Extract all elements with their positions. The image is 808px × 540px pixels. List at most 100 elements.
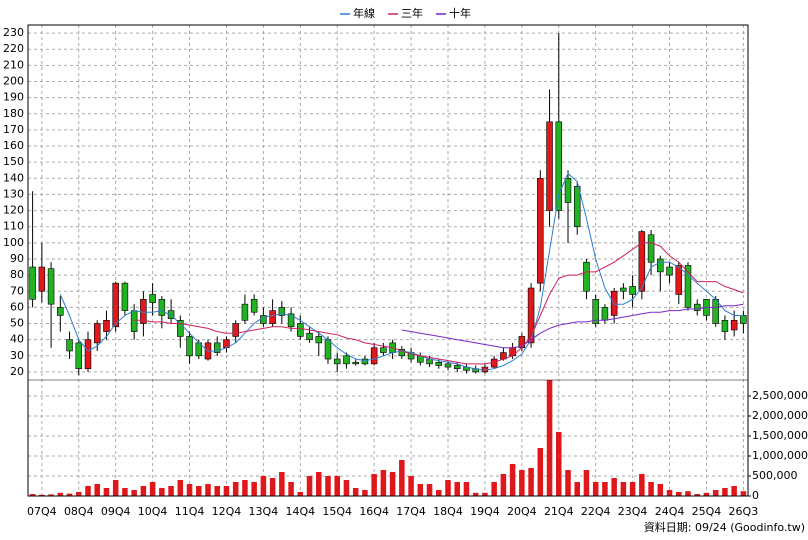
volume-bar (196, 486, 202, 496)
candle-body (84, 339, 92, 370)
volume-bar (269, 478, 276, 496)
candle-body (444, 363, 452, 368)
candle-body (121, 282, 129, 311)
volume-bar (39, 494, 45, 496)
candle-body (177, 319, 184, 337)
volume-bar (103, 488, 110, 496)
volume-bar (463, 482, 470, 496)
y-tick-label: 100 (3, 236, 24, 249)
y-tick-label: 160 (3, 139, 24, 152)
candle-body (675, 265, 683, 295)
y2-tick-label: 2,500,000 (752, 389, 808, 402)
candle-body (398, 349, 406, 357)
y-tick-label: 230 (3, 26, 24, 39)
volume-bar (500, 474, 507, 496)
plot-background (28, 25, 748, 496)
volume-bar (482, 492, 488, 496)
candle-body (29, 266, 36, 300)
y2-tick-label: 2,000,000 (752, 409, 808, 422)
candle-body (352, 361, 359, 365)
candle-body (629, 286, 636, 295)
y-tick-label: 180 (3, 107, 24, 120)
candle-body (693, 303, 701, 311)
volume-bar (76, 492, 82, 496)
volume-bar (316, 472, 322, 496)
volume-bar (712, 490, 719, 496)
candle-body (721, 319, 729, 332)
x-tick-label: 09Q4 (101, 505, 131, 518)
volume-bar (417, 484, 424, 496)
volume-bar (352, 488, 359, 496)
candle-body (112, 282, 119, 328)
candle-body (167, 310, 175, 319)
volume-bar (408, 476, 414, 496)
volume-bar (454, 482, 460, 496)
y2-tick-label: 1,500,000 (752, 429, 808, 442)
volume-bar (426, 484, 433, 496)
volume-bar (260, 476, 267, 496)
volume-bar (556, 432, 562, 496)
x-tick-label: 23Q4 (618, 505, 648, 518)
legend-label: 十年 (449, 6, 471, 20)
candle-body (370, 347, 378, 365)
x-tick-label: 08Q4 (64, 505, 94, 518)
candle-body (130, 310, 138, 332)
volume-bar (639, 474, 645, 496)
volume-bar (168, 486, 174, 496)
y-tick-label: 70 (10, 284, 24, 297)
y-tick-label: 90 (10, 252, 24, 265)
y-tick-label: 120 (3, 204, 24, 217)
candle-body (278, 307, 286, 316)
candle-body (730, 319, 738, 331)
y2-tick-label: 1,000,000 (752, 449, 808, 462)
x-tick-label: 16Q4 (359, 505, 389, 518)
candle-body (555, 121, 563, 211)
volume-bar (140, 486, 147, 496)
volume-bar (703, 492, 710, 496)
volume-bar (519, 470, 525, 496)
volume-bar (565, 470, 571, 496)
candle-body (740, 315, 747, 324)
volume-bar (334, 476, 340, 496)
candle-body (435, 361, 443, 366)
volume-bar (380, 470, 387, 496)
volume-bar (57, 492, 64, 496)
candle-body (75, 342, 83, 370)
volume-bar (629, 482, 636, 496)
y-tick-label: 140 (3, 171, 24, 184)
candle-body (306, 332, 313, 340)
candle-body (333, 358, 341, 365)
candle-body (601, 307, 609, 321)
y-tick-label: 40 (10, 333, 24, 346)
candle-body (620, 287, 627, 292)
candle-body (343, 355, 350, 365)
x-tick-label: 12Q4 (212, 505, 242, 518)
candle-body (158, 299, 166, 316)
volume-bar (177, 480, 184, 496)
candle-body (269, 310, 276, 324)
x-tick-label: 22Q4 (581, 505, 611, 518)
volume-bar (371, 474, 377, 496)
volume-bar (279, 472, 285, 496)
candle-body (546, 121, 553, 211)
volume-bar (288, 482, 294, 496)
y-tick-label: 60 (10, 300, 24, 313)
y-tick-label: 220 (3, 42, 24, 55)
volume-bar (325, 476, 331, 496)
volume-bar (186, 484, 193, 496)
candle-body (712, 299, 719, 324)
volume-bar (232, 482, 239, 496)
volume-bar (205, 484, 211, 496)
candle-body (537, 177, 544, 284)
volume-bar (389, 472, 396, 496)
plot-frame (27, 24, 749, 497)
candle-body (583, 261, 590, 292)
y-tick-label: 170 (3, 123, 24, 136)
volume-bar (445, 480, 451, 496)
volume-bar (592, 482, 599, 496)
volume-bar (131, 490, 137, 496)
volume-bar (242, 480, 248, 496)
x-tick-label: 24Q4 (655, 505, 685, 518)
volume-bar (223, 486, 230, 496)
volume-bar (214, 486, 220, 496)
